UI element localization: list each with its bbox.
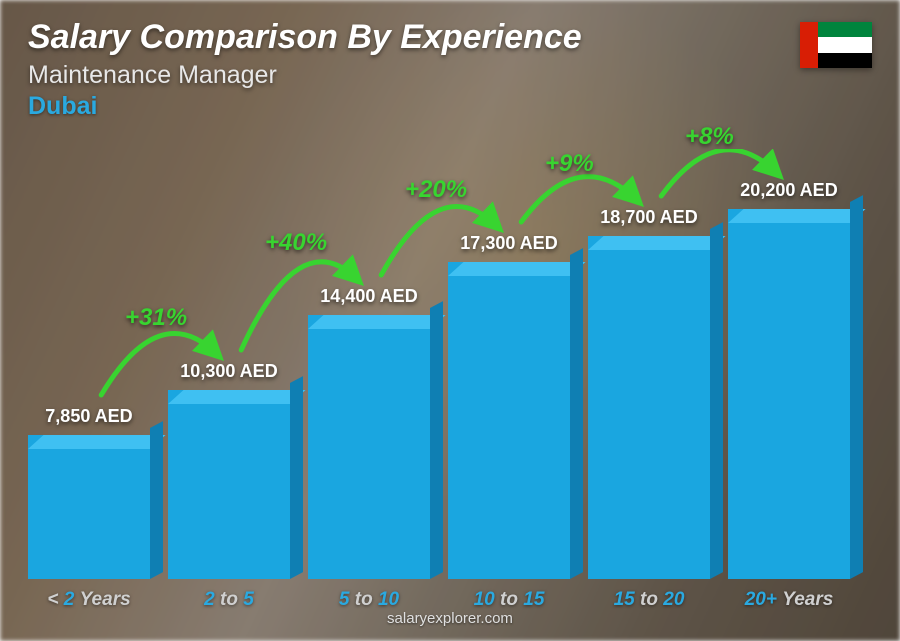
bar-value-label: 20,200 AED [740, 180, 837, 201]
increase-pct-label: +31% [125, 304, 187, 332]
job-title: Maintenance Manager [28, 61, 582, 90]
bar [448, 262, 570, 579]
category-label: 20+ Years [704, 589, 875, 611]
bar [728, 209, 850, 579]
bar-column: 17,300 AED10 to 15 [448, 233, 570, 579]
bar-column: 18,700 AED15 to 20 [588, 207, 710, 579]
bar-column: 10,300 AED2 to 5 [168, 361, 290, 579]
bar [308, 315, 430, 579]
bar-column: 7,850 AED< 2 Years [28, 406, 150, 579]
bar-column: 20,200 AED20+ Years [728, 180, 850, 579]
increase-pct-label: +9% [545, 150, 594, 178]
bar-column: 14,400 AED5 to 10 [308, 286, 430, 579]
bar-chart: 7,850 AED< 2 Years10,300 AED2 to 514,400… [28, 149, 850, 579]
increase-pct-label: +8% [685, 123, 734, 151]
bar-value-label: 18,700 AED [600, 207, 697, 228]
bar-value-label: 17,300 AED [460, 233, 557, 254]
bar-value-label: 10,300 AED [180, 361, 277, 382]
bar [28, 435, 150, 579]
page-title: Salary Comparison By Experience [28, 18, 582, 57]
header: Salary Comparison By Experience Maintena… [28, 18, 582, 121]
infographic-container: Salary Comparison By Experience Maintena… [0, 0, 900, 641]
bar-value-label: 14,400 AED [320, 286, 417, 307]
location-label: Dubai [28, 92, 582, 121]
uae-flag-icon [800, 22, 872, 68]
increase-pct-label: +20% [405, 176, 467, 204]
bar [168, 390, 290, 579]
bar [588, 236, 710, 579]
bar-value-label: 7,850 AED [45, 406, 132, 427]
source-attribution: salaryexplorer.com [0, 610, 900, 627]
increase-pct-label: +40% [265, 229, 327, 257]
